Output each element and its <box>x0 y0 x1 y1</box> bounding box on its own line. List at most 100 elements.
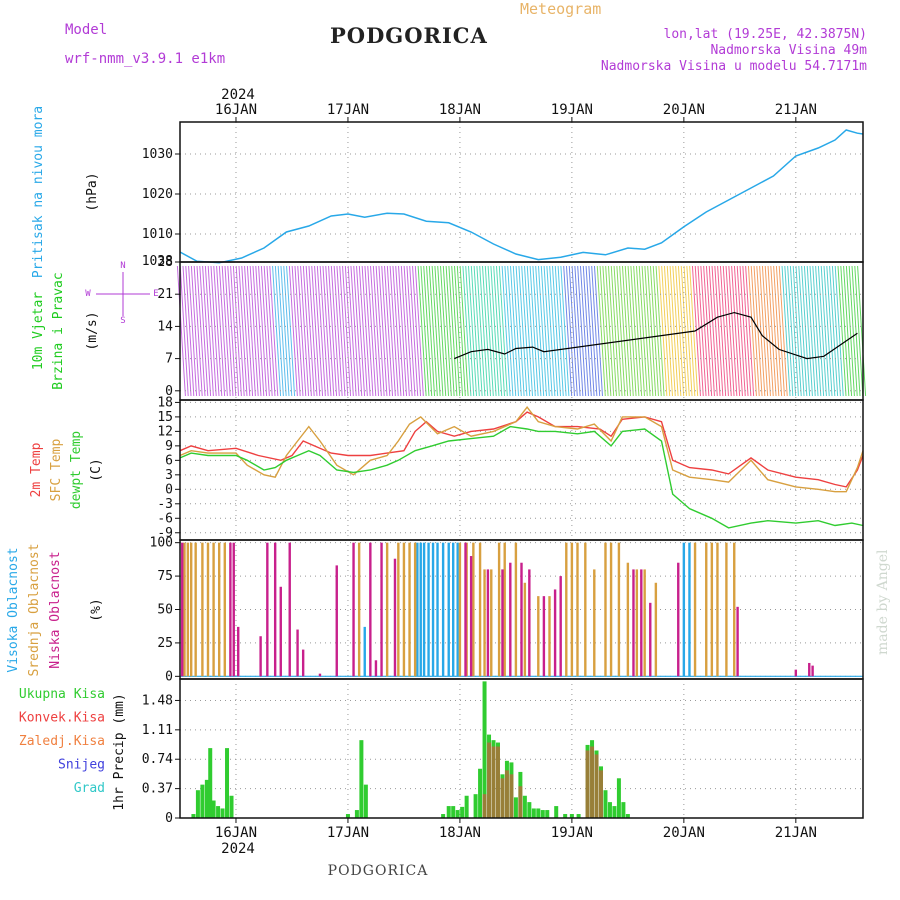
precip-bar <box>211 800 216 818</box>
cloud-ylabel-mid: Srednja Oblacnost <box>27 543 42 676</box>
wind-barb <box>179 265 189 397</box>
precip-bar <box>625 814 630 818</box>
wind-barb <box>571 265 581 397</box>
bottom-date-label: 19JAN <box>551 825 593 841</box>
cloud-bar <box>503 542 506 677</box>
wind-barb <box>484 265 494 397</box>
wind-barb <box>761 265 771 397</box>
precip-bar <box>487 742 492 818</box>
wind-barb <box>269 265 279 397</box>
wind-barb <box>638 265 648 397</box>
precip-bar <box>598 770 603 818</box>
cloud-bar <box>736 606 739 677</box>
wind-barb <box>607 265 617 397</box>
y-tick-label: 0 <box>165 482 173 497</box>
wind-barb <box>579 265 589 397</box>
precip-bar <box>554 806 559 818</box>
wind-barb <box>795 265 805 397</box>
elevation-label: Nadmorska Visina 49m <box>710 43 867 58</box>
cloud-bar <box>259 636 262 677</box>
wind-barb <box>563 265 573 397</box>
cloud-bar <box>811 665 814 677</box>
wind-barb <box>258 265 268 397</box>
wind-barb <box>613 265 623 397</box>
wind-barb <box>322 265 332 397</box>
wind-barb <box>703 265 713 397</box>
wind-barb <box>389 265 399 397</box>
panel-frame <box>179 678 864 819</box>
cloud-bar <box>431 542 435 677</box>
wind-barb <box>350 265 360 397</box>
wind-barb <box>806 265 816 397</box>
wind-barb <box>591 265 601 397</box>
wind-barb <box>717 265 727 397</box>
wind-barb <box>610 265 620 397</box>
precip-bar <box>522 795 527 818</box>
top-date-label: 21JAN <box>775 102 817 118</box>
precip-bar <box>363 784 368 818</box>
precip-bar <box>204 779 209 818</box>
wind-barb <box>216 265 226 397</box>
wind-barb <box>482 265 492 397</box>
wind-barb <box>778 265 788 397</box>
bottom-date-label: 20JAN <box>663 825 705 841</box>
cloud-bar <box>486 569 490 677</box>
cloud-bar <box>402 542 406 677</box>
wind-barb <box>764 265 774 397</box>
wind-barb <box>473 265 483 397</box>
cloud-panel: 0 25 50 75 100 Visoka Oblacnost Srednja Oblacn… <box>6 536 864 684</box>
wind-barb <box>745 265 755 397</box>
wind-barb <box>708 265 718 397</box>
y-tick-label: 3 <box>165 468 173 483</box>
cloud-bar <box>537 596 540 677</box>
wind-barb <box>652 265 662 397</box>
cloud-bar <box>441 542 445 677</box>
cloud-bar <box>576 542 579 677</box>
wind-barb <box>386 265 396 397</box>
y-tick-label: -3 <box>157 497 173 512</box>
wind-barb <box>311 265 321 397</box>
wind-barb <box>300 265 310 397</box>
cloud-bar <box>520 562 523 677</box>
wind-barb <box>551 265 561 397</box>
wind-barb <box>319 265 329 397</box>
precip-legend-item: Konvek.Kisa <box>19 711 105 726</box>
cloud-bar <box>478 542 482 677</box>
top-date-axis: 16JAN 17JAN 18JAN 19JAN 20JAN 21JAN <box>215 102 817 122</box>
wind-barb <box>448 265 458 397</box>
wind-barb <box>641 265 651 397</box>
wind-barb <box>773 265 783 397</box>
wind-barb <box>747 265 757 397</box>
pressure-unit: (hPa) <box>85 172 100 211</box>
wind-barb <box>291 265 301 397</box>
wind-barb <box>675 265 685 397</box>
wind-barb <box>635 265 645 397</box>
cloud-bar <box>716 542 719 677</box>
precip-bar <box>482 794 487 818</box>
cloud-bar <box>279 586 282 677</box>
y-tick-label: 1030 <box>142 147 173 162</box>
cloud-bar <box>456 542 459 677</box>
precip-bar <box>563 814 568 818</box>
cloud-bar <box>584 542 587 677</box>
wind-barb <box>669 265 679 397</box>
cloud-bar <box>237 626 240 677</box>
wind-barb <box>372 265 382 397</box>
wind-barb <box>602 265 612 397</box>
precip-bar <box>590 746 595 818</box>
wind-barb <box>202 265 212 397</box>
cloud-bar <box>682 542 686 677</box>
wind-barb <box>244 265 254 397</box>
pressure-ylabel: Pritisak na nivou mora <box>31 106 46 278</box>
wind-barb <box>221 265 231 397</box>
wind-barb <box>798 265 808 397</box>
wind-barb <box>697 265 707 397</box>
wind-barb <box>420 265 430 397</box>
compass-label: W <box>85 289 91 299</box>
wind-barb <box>770 265 780 397</box>
precip-bar <box>359 740 364 818</box>
cloud-bar <box>725 542 728 677</box>
precip-bar <box>191 814 196 818</box>
y-tick-label: 7 <box>165 352 173 367</box>
wind-barb <box>691 265 701 397</box>
